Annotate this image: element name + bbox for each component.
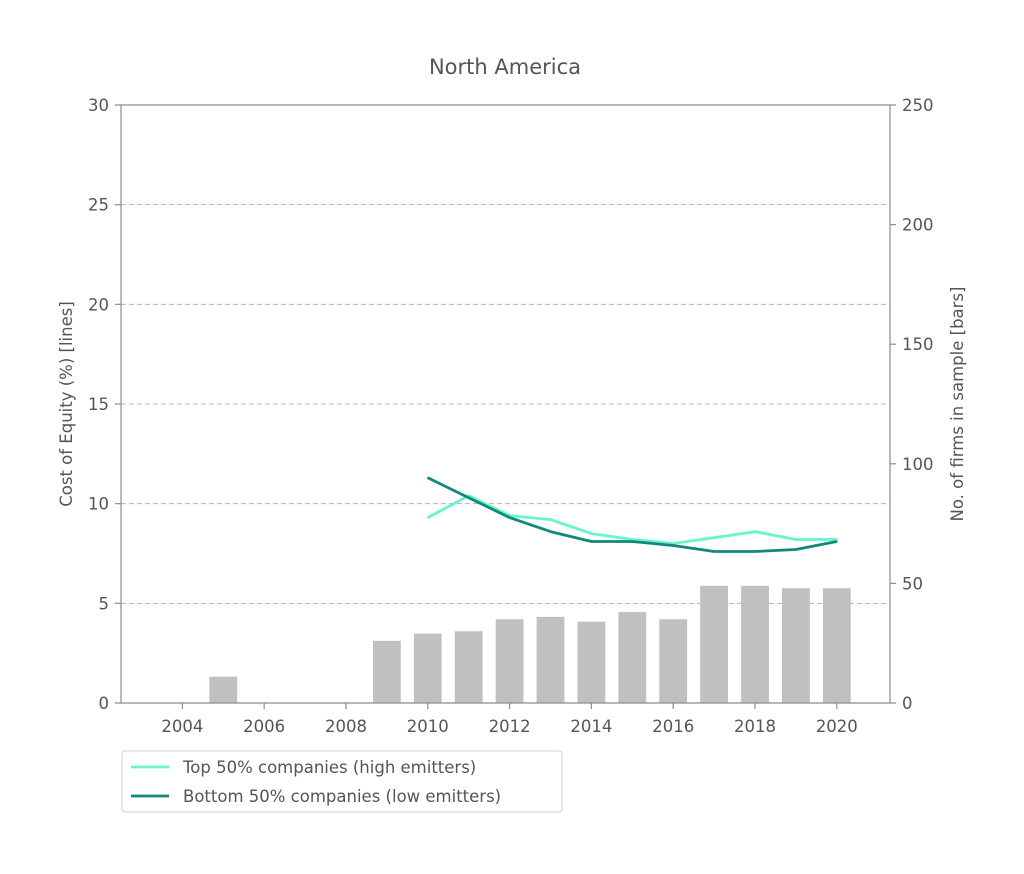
x-tick-label-2010: 2010 [407, 717, 449, 736]
x-tick-label-2004: 2004 [161, 717, 203, 736]
bar-2018 [741, 585, 769, 703]
legend-label-bottom-50: Bottom 50% companies (low emitters) [183, 787, 501, 806]
x-tick-label-2006: 2006 [243, 717, 285, 736]
series-1-point-2012 [508, 516, 511, 519]
bar-2011 [454, 631, 483, 703]
x-tick-label-2012: 2012 [489, 717, 531, 736]
chart-title: North America [429, 55, 581, 79]
bar-2015 [618, 612, 647, 703]
legend-label-top-50: Top 50% companies (high emitters) [182, 758, 476, 777]
right-tick-label-0: 0 [902, 694, 913, 713]
bar-2009 [372, 640, 401, 703]
bar-2012 [495, 619, 524, 703]
x-tick-label-2008: 2008 [325, 717, 367, 736]
series-0-point-2016 [672, 542, 675, 545]
right-tick-label-250: 250 [902, 96, 934, 115]
right-tick-label-50: 50 [902, 574, 923, 593]
series-0-point-2010 [426, 516, 429, 519]
bar-2016 [659, 619, 688, 703]
series-1-point-2016 [672, 544, 675, 547]
bar-2010 [413, 633, 442, 703]
left-tick-label-30: 30 [88, 96, 109, 115]
legend-box [121, 750, 563, 813]
series-0-point-2013 [549, 518, 552, 521]
left-tick-label-20: 20 [88, 295, 109, 314]
bar-2014 [577, 621, 606, 703]
series-0-point-2020 [836, 538, 838, 541]
bar-2019 [782, 588, 810, 703]
series-lines [426, 476, 838, 553]
series-line-1 [427, 476, 838, 553]
left-tick-label-15: 15 [88, 395, 109, 414]
series-0-point-2019 [795, 538, 797, 541]
x-tick-label-2014: 2014 [570, 717, 612, 736]
bars [209, 585, 851, 703]
bar-2013 [536, 616, 565, 703]
series-0-point-2014 [590, 532, 593, 535]
series-1-point-2013 [549, 530, 552, 533]
series-line-0 [427, 494, 837, 545]
legend: Top 50% companies (high emitters) Bottom… [121, 750, 563, 813]
left-tick-label-25: 25 [88, 196, 109, 215]
x-tick-label-2020: 2020 [816, 717, 858, 736]
series-0-point-2015 [631, 538, 634, 541]
right-axis-label: No. of firms in sample [bars] [948, 287, 967, 522]
bar-2005 [209, 676, 238, 703]
series-1-point-2011 [467, 496, 470, 499]
bar-2017 [700, 585, 729, 703]
series-1-point-2014 [590, 540, 593, 543]
left-tick-label-0: 0 [99, 694, 110, 713]
series-0-point-2017 [713, 536, 715, 539]
series-1-point-2010 [426, 476, 429, 479]
right-tick-label-150: 150 [902, 335, 934, 354]
right-tick-label-200: 200 [902, 216, 934, 235]
series-1-point-2015 [631, 540, 634, 543]
left-tick-label-5: 5 [99, 594, 110, 613]
x-tick-label-2016: 2016 [652, 717, 694, 736]
right-tick-label-100: 100 [902, 455, 934, 474]
x-tick-label-2018: 2018 [734, 717, 776, 736]
axes: 0 5 10 15 20 25 30 0 50 100 150 200 250 2004 2006 2008 2… [88, 96, 934, 736]
bar-2020 [822, 588, 851, 703]
series-1-point-2019 [795, 548, 797, 551]
gridlines [121, 204, 890, 604]
left-tick-label-10: 10 [88, 495, 109, 514]
series-0-point-2018 [754, 530, 756, 533]
series-1-point-2017 [713, 550, 715, 553]
series-1-point-2020 [836, 540, 838, 543]
left-axis-label: Cost of Equity (%) [lines] [57, 301, 76, 507]
series-1-point-2018 [754, 550, 756, 553]
